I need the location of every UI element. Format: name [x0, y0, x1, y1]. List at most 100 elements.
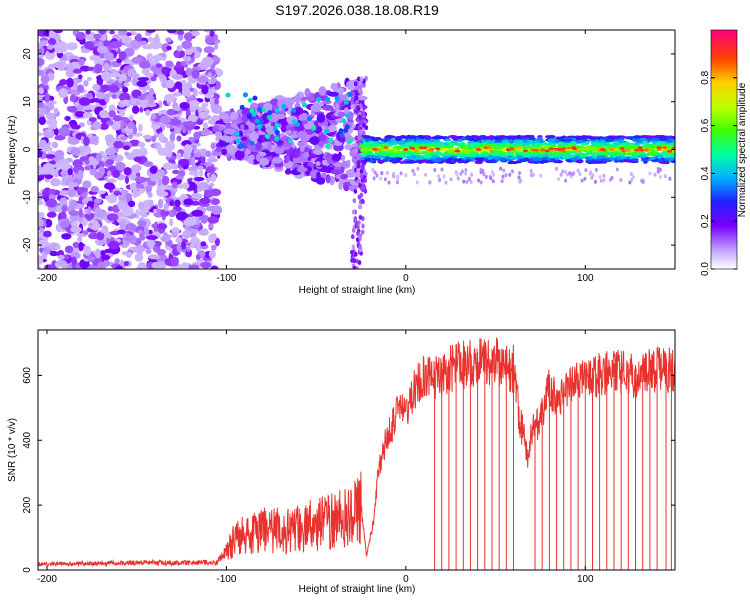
spectrogram-cell [456, 176, 460, 181]
spectrogram-cell [658, 138, 669, 142]
spectrogram-cell [38, 258, 44, 265]
spectrogram-cell [449, 177, 453, 182]
spectrogram-cell [565, 138, 573, 142]
spectrogram-cell [133, 156, 143, 163]
spectrogram-cell [309, 153, 318, 159]
spectrogram-cell [331, 154, 342, 162]
spectrogram-cell [39, 174, 45, 180]
spectrogram-cell [510, 169, 514, 174]
spectrogram-cell [373, 170, 377, 175]
spectrogram-cell [211, 104, 223, 114]
spectrogram-cell [154, 260, 167, 269]
spectrogram-cell [84, 165, 92, 171]
snr-panel: -200 -100 0 100 0 200 400 600 Height of straig… [7, 329, 676, 595]
spectrogram-cell [461, 151, 471, 155]
spectrogram-cell [422, 154, 428, 158]
spectrogram-cell [333, 144, 344, 152]
spectrogram-cell [504, 173, 508, 178]
spectrogram-cell [198, 168, 204, 177]
spectrogram-cell [373, 143, 379, 148]
spectrogram-cell [221, 148, 228, 156]
spectrogram-cell [249, 140, 255, 146]
spectrogram-cell [181, 88, 191, 97]
spectrogram-cell [567, 159, 572, 163]
spectrogram-cell [634, 148, 640, 152]
spectrogram-cell [491, 179, 495, 184]
spectrogram-cell [443, 142, 450, 146]
spectrogram-cell [643, 144, 652, 148]
spectrogram-cell [93, 198, 102, 204]
spectrogram-cell [558, 142, 565, 147]
spectrogram-cell [60, 210, 67, 221]
spectrogram-cell [617, 159, 624, 163]
spectrogram-cell [191, 192, 203, 199]
spectrogram-cell [172, 91, 182, 97]
spectrogram-cell [107, 170, 112, 177]
spectrogram-cell [169, 132, 176, 142]
spectrogram-cell [118, 51, 127, 61]
spectrogram-cell [127, 68, 137, 79]
spectrogram-cell [175, 236, 183, 244]
spectrogram-cell [58, 126, 71, 137]
spectrogram-cell [191, 235, 198, 241]
spectrogram-cell [312, 148, 324, 156]
spectrogram-cell [359, 174, 364, 180]
spectrogram-cell [188, 264, 200, 269]
spectrogram-cell [508, 156, 517, 160]
spectrogram-cell [109, 40, 122, 49]
spectrogram-cell [500, 179, 504, 184]
colorbar-ticks: 0.0 0.2 0.4 0.6 0.8 [700, 70, 737, 276]
spectrogram-cell [561, 149, 567, 153]
spectrogram-cell [239, 143, 245, 149]
spectrogram-cell [135, 33, 142, 42]
spectrogram-cell [416, 135, 426, 139]
spectrogram-cell [130, 99, 137, 105]
spectrogram-cell [357, 234, 362, 240]
spectrogram-cell [175, 211, 188, 221]
spectrogram-cell [610, 135, 619, 139]
spectrogram-cell [363, 178, 368, 184]
spectrogram-cell [184, 48, 193, 56]
spectrogram-cell [338, 181, 343, 191]
spectrogram-cell [190, 156, 196, 167]
spectrogram-cell [202, 128, 210, 135]
spectrogram-cell [128, 200, 136, 208]
spectrogram-cell [170, 256, 179, 267]
spectrogram-cell [360, 198, 365, 204]
spectrogram-cell [583, 176, 587, 181]
spectrogram-cell [138, 201, 144, 211]
spectrogram-cell [121, 36, 133, 45]
spectrogram-cell [361, 139, 366, 143]
spectrogram-cell [493, 139, 503, 143]
spectrogram-cell [76, 187, 86, 194]
spectrogram-cell [117, 30, 128, 36]
spectrogram-cell [537, 134, 543, 139]
snr-x-tick-label: 0 [403, 574, 409, 585]
spectrogram-cell [38, 219, 44, 227]
spectrogram-cell [496, 150, 504, 154]
spectrogram-cell [430, 136, 439, 140]
spectrogram-cell [554, 157, 560, 161]
spectrogram-cell [200, 261, 212, 269]
spectrogram-cell [89, 135, 99, 141]
spectrogram-cell [117, 229, 126, 235]
spectrogram-cell [44, 92, 50, 103]
spectrogram-cells [38, 30, 675, 269]
spectrogram-cell [356, 179, 360, 185]
spectrogram-cell [350, 234, 355, 240]
spectrogram-cell [451, 147, 457, 151]
spectrogram-cell [502, 139, 510, 143]
spectrogram-cell [353, 251, 358, 257]
spectrogram-cell [48, 102, 55, 111]
spectrogram-cell [200, 154, 206, 164]
spectrogram-cell [507, 160, 514, 165]
spectrogram-cell [48, 30, 54, 39]
spectrogram-cell [608, 143, 615, 147]
spectrogram-cell [118, 111, 126, 117]
snr-y-tick-label: 400 [22, 431, 33, 448]
spectrogram-cell [131, 149, 143, 157]
spectrogram-cell [540, 145, 545, 149]
spectrogram-cell [103, 258, 110, 268]
spectrogram-cell [469, 180, 473, 185]
spectrogram-cell [137, 141, 146, 148]
